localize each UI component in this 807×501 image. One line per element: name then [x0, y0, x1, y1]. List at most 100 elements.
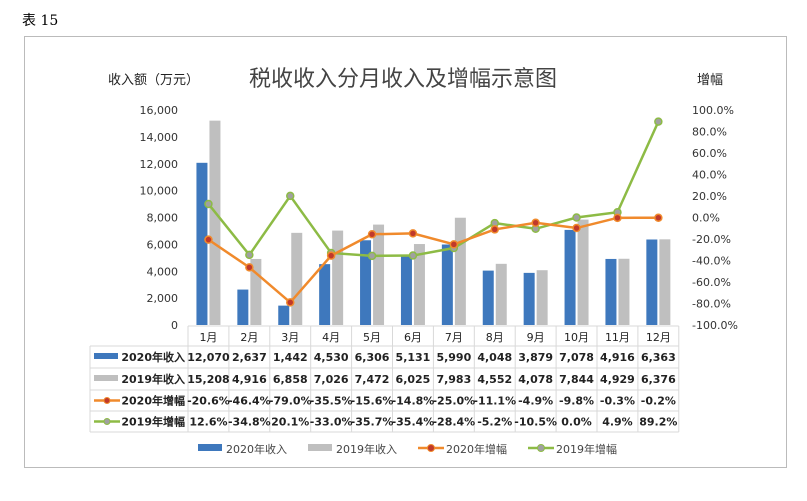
category-label: 9月 — [527, 331, 545, 344]
line-2019年增幅 — [207, 121, 660, 258]
y-tick-label: 6,000 — [147, 238, 179, 251]
data-label: 89.2% — [639, 416, 677, 429]
bar-2019-income — [618, 258, 630, 325]
data-label: -14.8% — [392, 395, 435, 408]
data-label: -4.9% — [518, 395, 553, 408]
y2-tick-label: 80.0% — [692, 126, 727, 139]
bar-2020-income — [646, 239, 658, 325]
bar-2020-income — [564, 229, 576, 325]
bar-2020-income — [196, 162, 208, 325]
marker-point — [286, 298, 295, 307]
category-label: 7月 — [445, 331, 463, 344]
legend-label: 2019年收入 — [336, 442, 397, 456]
y-tick-label: 2,000 — [147, 292, 179, 305]
category-label: 1月 — [199, 331, 217, 344]
legend-key-2019年收入 — [94, 375, 118, 381]
y2-tick-label: 60.0% — [692, 147, 727, 160]
y-tick-label: 14,000 — [140, 131, 179, 144]
data-label: 6,025 — [396, 373, 431, 386]
legend-marker — [103, 418, 111, 425]
category-label: 11月 — [605, 331, 630, 344]
data-label: 2,637 — [232, 351, 267, 364]
data-label: -10.5% — [514, 416, 557, 429]
line-2020年增幅 — [207, 216, 659, 305]
data-label: 7,983 — [436, 373, 471, 386]
category-label: 5月 — [363, 331, 381, 344]
data-label: -25.0% — [432, 395, 475, 408]
data-label: 20.1% — [271, 416, 309, 429]
row-header: 2020年收入 — [121, 350, 185, 364]
data-label: -28.4% — [432, 416, 475, 429]
category-label: 10月 — [564, 331, 589, 344]
data-label: 4,078 — [518, 373, 553, 386]
bar-2020-income — [441, 244, 453, 325]
data-label: 7,472 — [355, 373, 390, 386]
marker-point — [286, 191, 295, 201]
marker-point — [613, 213, 622, 223]
bar-2020-income — [605, 258, 617, 325]
data-label: 4,929 — [600, 373, 635, 386]
marker-point — [449, 240, 459, 249]
data-label: 3,879 — [518, 351, 553, 364]
data-label: 7,026 — [314, 373, 349, 386]
legend-key-2020年收入 — [198, 444, 222, 451]
data-label: -34.8% — [228, 416, 271, 429]
data-label: 12.6% — [189, 416, 227, 429]
category-label: 6月 — [404, 331, 422, 344]
marker-point — [245, 263, 254, 272]
marker-point — [654, 213, 663, 222]
y-tick-label: 4,000 — [147, 265, 179, 278]
y-tick-label: 16,000 — [140, 104, 179, 117]
bar-2019-income — [536, 270, 548, 325]
category-label: 3月 — [281, 331, 299, 344]
y2-tick-label: -20.0% — [692, 233, 731, 246]
legend-marker — [427, 444, 435, 452]
bar-2019-income — [495, 263, 507, 325]
data-label: 15,208 — [187, 373, 229, 386]
data-label: 5,131 — [396, 351, 431, 364]
data-label: -46.4% — [228, 395, 271, 408]
y2-tick-label: 100.0% — [692, 104, 734, 117]
bar-2019-income — [659, 239, 671, 325]
bar-2020-income — [482, 270, 494, 325]
bar-2019-income — [454, 217, 466, 325]
data-label: -33.0% — [310, 416, 353, 429]
data-label: 1,442 — [273, 351, 308, 364]
data-label: 4.9% — [602, 416, 633, 429]
data-label: 4,552 — [477, 373, 512, 386]
marker-point — [408, 229, 418, 238]
y2-tick-label: -40.0% — [692, 255, 731, 268]
legend-label: 2020年增幅 — [446, 442, 507, 456]
data-label: 0.0% — [561, 416, 592, 429]
row-header: 2020年增幅 — [121, 394, 185, 408]
category-label: 12月 — [646, 331, 671, 344]
data-label: 6,376 — [641, 373, 676, 386]
legend-key-2020年收入 — [94, 353, 118, 359]
row-header: 2019年增幅 — [121, 415, 185, 429]
y-axis-label: 收入额（万元） — [108, 73, 199, 88]
marker-point — [204, 235, 213, 244]
bar-2020-income — [319, 264, 331, 325]
y2-tick-label: -60.0% — [692, 276, 731, 289]
marker-point — [654, 117, 663, 126]
marker-point — [572, 213, 581, 222]
bar-2019-income — [373, 224, 385, 325]
data-label: -5.2% — [477, 416, 512, 429]
bar-2019-income — [413, 244, 425, 325]
marker-point — [245, 250, 254, 260]
data-label: 7,078 — [559, 351, 594, 364]
bar-2020-income — [523, 272, 535, 325]
legend-label: 2020年收入 — [226, 442, 287, 456]
marker-point — [408, 251, 418, 260]
data-label: -0.2% — [641, 395, 676, 408]
category-label: 2月 — [240, 331, 258, 344]
data-label: 5,990 — [436, 351, 471, 364]
marker-point — [367, 251, 377, 261]
data-label: -79.0% — [269, 395, 312, 408]
data-label: 12,070 — [187, 351, 230, 364]
bar-2019-income — [250, 258, 262, 325]
y2-tick-label: -80.0% — [692, 298, 731, 311]
data-label: -15.6% — [351, 395, 394, 408]
chart-frame — [24, 36, 787, 468]
